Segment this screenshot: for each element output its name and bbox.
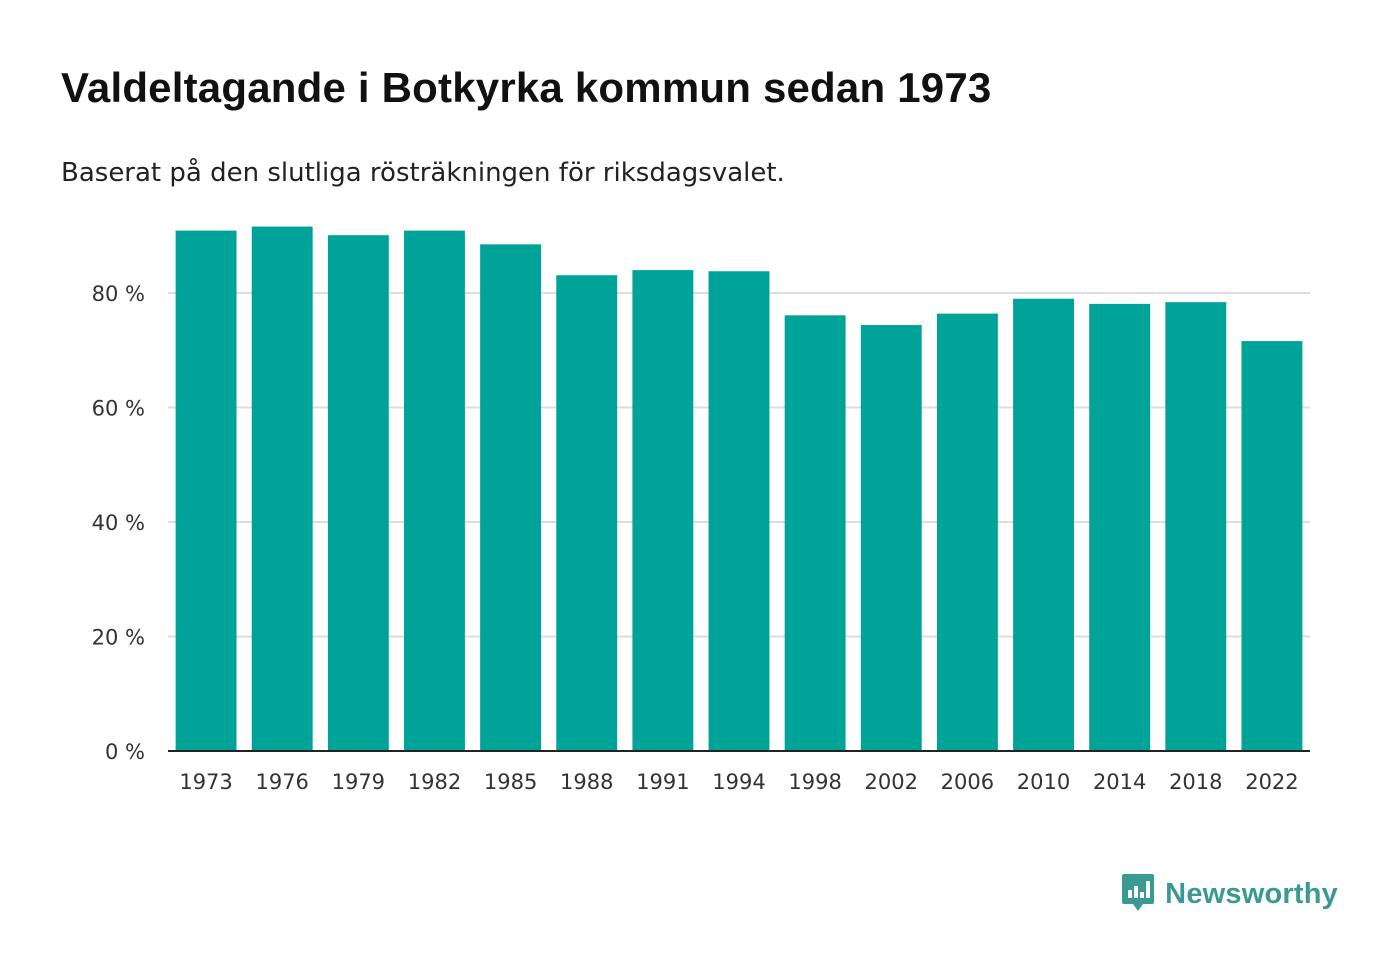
y-tick-label: 80 % [92,282,145,306]
x-tick-label-2010: 2010 [1017,770,1070,794]
y-tick-label: 20 % [92,626,145,650]
bar-2006 [936,313,998,751]
x-tick-label-2018: 2018 [1169,770,1222,794]
bar-1982 [404,230,465,751]
x-tick-label-1991: 1991 [636,770,689,794]
bar-2018 [1165,302,1227,751]
x-tick-label-2006: 2006 [941,770,994,794]
y-tick-label: 60 % [92,397,145,421]
x-tick-label-1988: 1988 [560,770,613,794]
y-tick-label: 40 % [92,511,145,535]
x-tick-label-2022: 2022 [1245,770,1298,794]
x-tick-label-1973: 1973 [179,770,232,794]
x-axis-ticks: 1973 1976 1979 1982 1985 1988 1991 1994 1998 2002… [179,770,1298,794]
x-tick-label-1976: 1976 [255,770,308,794]
x-tick-label-1982: 1982 [408,770,461,794]
x-tick-label-1985: 1985 [484,770,537,794]
bar-1979 [327,235,389,752]
bar-1998 [784,315,846,751]
bar-2014 [1089,303,1151,751]
bar-1973 [175,230,237,751]
x-tick-label-2014: 2014 [1093,770,1146,794]
y-tick-label: 0 % [105,740,145,764]
bar-2002 [860,325,922,751]
chart-title: Valdeltagande i Botkyrka kommun sedan 19… [61,64,992,111]
newsworthy-logo-icon [1121,872,1155,916]
bar-1994 [708,271,770,751]
newsworthy-logo-text: Newsworthy [1165,877,1338,910]
y-axis-ticks: 0 % 20 % 40 % 60 % 80 % [92,282,145,764]
bar-2010 [1013,298,1074,751]
bar-1985 [480,244,542,751]
x-tick-label-1998: 1998 [788,770,841,794]
bar-2022 [1241,341,1303,751]
x-tick-label-1979: 1979 [332,770,385,794]
bars [175,226,1303,752]
bar-1991 [632,270,694,751]
newsworthy-logo: Newsworthy [1121,872,1338,916]
chart-subtitle: Baserat på den slutliga rösträkningen fö… [61,158,785,188]
x-tick-label-2002: 2002 [865,770,918,794]
bar-1976 [251,226,313,752]
x-tick-label-1994: 1994 [712,770,765,794]
bar-1988 [556,275,618,751]
